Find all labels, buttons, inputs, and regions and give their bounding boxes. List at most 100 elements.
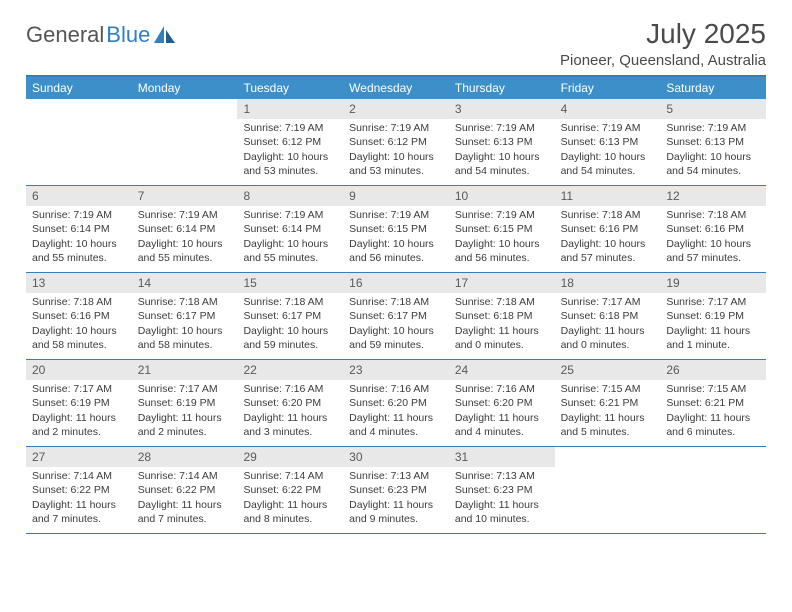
sunrise-text: Sunrise: 7:19 AM [455, 208, 549, 222]
dayhead-sunday: Sunday [26, 77, 132, 99]
day-number: 9 [343, 186, 449, 206]
day-number: 4 [555, 99, 661, 119]
location: Pioneer, Queensland, Australia [560, 52, 766, 69]
day-cell: 31Sunrise: 7:13 AMSunset: 6:23 PMDayligh… [449, 447, 555, 533]
day-number: 19 [660, 273, 766, 293]
day-cell: 16Sunrise: 7:18 AMSunset: 6:17 PMDayligh… [343, 273, 449, 359]
sunset-text: Sunset: 6:19 PM [32, 396, 126, 410]
day-body: Sunrise: 7:18 AMSunset: 6:16 PMDaylight:… [555, 206, 661, 271]
day-cell: 15Sunrise: 7:18 AMSunset: 6:17 PMDayligh… [237, 273, 343, 359]
sunrise-text: Sunrise: 7:17 AM [32, 382, 126, 396]
day-number: 25 [555, 360, 661, 380]
dayhead-tuesday: Tuesday [237, 77, 343, 99]
sunrise-text: Sunrise: 7:18 AM [243, 295, 337, 309]
sunset-text: Sunset: 6:16 PM [561, 222, 655, 236]
day-number: 24 [449, 360, 555, 380]
day-number: 14 [132, 273, 238, 293]
day-cell: 30Sunrise: 7:13 AMSunset: 6:23 PMDayligh… [343, 447, 449, 533]
day-number: 30 [343, 447, 449, 467]
day-cell: 14Sunrise: 7:18 AMSunset: 6:17 PMDayligh… [132, 273, 238, 359]
brand-part1: General [26, 22, 104, 48]
day-cell: 25Sunrise: 7:15 AMSunset: 6:21 PMDayligh… [555, 360, 661, 446]
brand-logo: GeneralBlue [26, 22, 176, 48]
day-cell: 23Sunrise: 7:16 AMSunset: 6:20 PMDayligh… [343, 360, 449, 446]
day-body: Sunrise: 7:15 AMSunset: 6:21 PMDaylight:… [660, 380, 766, 445]
dayhead-thursday: Thursday [449, 77, 555, 99]
sunrise-text: Sunrise: 7:19 AM [561, 121, 655, 135]
daylight-text: Daylight: 10 hours and 57 minutes. [666, 237, 760, 265]
sunrise-text: Sunrise: 7:19 AM [455, 121, 549, 135]
day-cell: 6Sunrise: 7:19 AMSunset: 6:14 PMDaylight… [26, 186, 132, 272]
daylight-text: Daylight: 11 hours and 7 minutes. [32, 498, 126, 526]
daylight-text: Daylight: 11 hours and 2 minutes. [32, 411, 126, 439]
daylight-text: Daylight: 10 hours and 55 minutes. [138, 237, 232, 265]
title-block: July 2025 Pioneer, Queensland, Australia [560, 18, 766, 69]
daylight-text: Daylight: 11 hours and 9 minutes. [349, 498, 443, 526]
day-number: 26 [660, 360, 766, 380]
sunrise-text: Sunrise: 7:17 AM [666, 295, 760, 309]
day-number: 7 [132, 186, 238, 206]
sunset-text: Sunset: 6:13 PM [666, 135, 760, 149]
sunset-text: Sunset: 6:12 PM [243, 135, 337, 149]
dayhead-wednesday: Wednesday [343, 77, 449, 99]
sunset-text: Sunset: 6:19 PM [138, 396, 232, 410]
day-cell: 18Sunrise: 7:17 AMSunset: 6:18 PMDayligh… [555, 273, 661, 359]
day-body: Sunrise: 7:17 AMSunset: 6:18 PMDaylight:… [555, 293, 661, 358]
day-number: 29 [237, 447, 343, 467]
sunset-text: Sunset: 6:18 PM [455, 309, 549, 323]
day-number: 8 [237, 186, 343, 206]
day-body: Sunrise: 7:19 AMSunset: 6:15 PMDaylight:… [343, 206, 449, 271]
daylight-text: Daylight: 11 hours and 2 minutes. [138, 411, 232, 439]
sunrise-text: Sunrise: 7:13 AM [455, 469, 549, 483]
day-number: 1 [237, 99, 343, 119]
day-body: Sunrise: 7:18 AMSunset: 6:18 PMDaylight:… [449, 293, 555, 358]
daylight-text: Daylight: 11 hours and 4 minutes. [349, 411, 443, 439]
sunset-text: Sunset: 6:21 PM [666, 396, 760, 410]
calendar: Sunday Monday Tuesday Wednesday Thursday… [26, 75, 766, 534]
day-cell: 22Sunrise: 7:16 AMSunset: 6:20 PMDayligh… [237, 360, 343, 446]
daylight-text: Daylight: 10 hours and 58 minutes. [138, 324, 232, 352]
sunrise-text: Sunrise: 7:14 AM [243, 469, 337, 483]
day-body: Sunrise: 7:19 AMSunset: 6:12 PMDaylight:… [237, 119, 343, 184]
sunrise-text: Sunrise: 7:17 AM [138, 382, 232, 396]
daylight-text: Daylight: 10 hours and 54 minutes. [455, 150, 549, 178]
sunset-text: Sunset: 6:15 PM [349, 222, 443, 236]
sunrise-text: Sunrise: 7:18 AM [666, 208, 760, 222]
day-body: Sunrise: 7:18 AMSunset: 6:16 PMDaylight:… [660, 206, 766, 271]
day-body: Sunrise: 7:19 AMSunset: 6:13 PMDaylight:… [449, 119, 555, 184]
day-number: 31 [449, 447, 555, 467]
sunset-text: Sunset: 6:14 PM [32, 222, 126, 236]
header: GeneralBlue July 2025 Pioneer, Queenslan… [26, 18, 766, 69]
day-number: 6 [26, 186, 132, 206]
sunrise-text: Sunrise: 7:19 AM [349, 208, 443, 222]
daylight-text: Daylight: 11 hours and 1 minute. [666, 324, 760, 352]
sunrise-text: Sunrise: 7:19 AM [666, 121, 760, 135]
day-number: 22 [237, 360, 343, 380]
daylight-text: Daylight: 11 hours and 0 minutes. [455, 324, 549, 352]
daylight-text: Daylight: 11 hours and 4 minutes. [455, 411, 549, 439]
day-cell: 1Sunrise: 7:19 AMSunset: 6:12 PMDaylight… [237, 99, 343, 185]
day-body: Sunrise: 7:14 AMSunset: 6:22 PMDaylight:… [26, 467, 132, 532]
sunrise-text: Sunrise: 7:19 AM [243, 208, 337, 222]
sunrise-text: Sunrise: 7:19 AM [138, 208, 232, 222]
daylight-text: Daylight: 10 hours and 55 minutes. [32, 237, 126, 265]
daylight-text: Daylight: 10 hours and 59 minutes. [243, 324, 337, 352]
daylight-text: Daylight: 10 hours and 53 minutes. [243, 150, 337, 178]
day-body: Sunrise: 7:16 AMSunset: 6:20 PMDaylight:… [449, 380, 555, 445]
sunset-text: Sunset: 6:12 PM [349, 135, 443, 149]
day-cell: 19Sunrise: 7:17 AMSunset: 6:19 PMDayligh… [660, 273, 766, 359]
daylight-text: Daylight: 11 hours and 10 minutes. [455, 498, 549, 526]
day-number: 18 [555, 273, 661, 293]
day-body: Sunrise: 7:17 AMSunset: 6:19 PMDaylight:… [132, 380, 238, 445]
daylight-text: Daylight: 10 hours and 54 minutes. [561, 150, 655, 178]
daylight-text: Daylight: 11 hours and 6 minutes. [666, 411, 760, 439]
sunrise-text: Sunrise: 7:16 AM [349, 382, 443, 396]
day-body: Sunrise: 7:18 AMSunset: 6:17 PMDaylight:… [343, 293, 449, 358]
week-row: 20Sunrise: 7:17 AMSunset: 6:19 PMDayligh… [26, 360, 766, 447]
daylight-text: Daylight: 10 hours and 53 minutes. [349, 150, 443, 178]
daylight-text: Daylight: 11 hours and 5 minutes. [561, 411, 655, 439]
day-cell: 2Sunrise: 7:19 AMSunset: 6:12 PMDaylight… [343, 99, 449, 185]
sunset-text: Sunset: 6:15 PM [455, 222, 549, 236]
day-body: Sunrise: 7:18 AMSunset: 6:17 PMDaylight:… [132, 293, 238, 358]
daylight-text: Daylight: 11 hours and 0 minutes. [561, 324, 655, 352]
